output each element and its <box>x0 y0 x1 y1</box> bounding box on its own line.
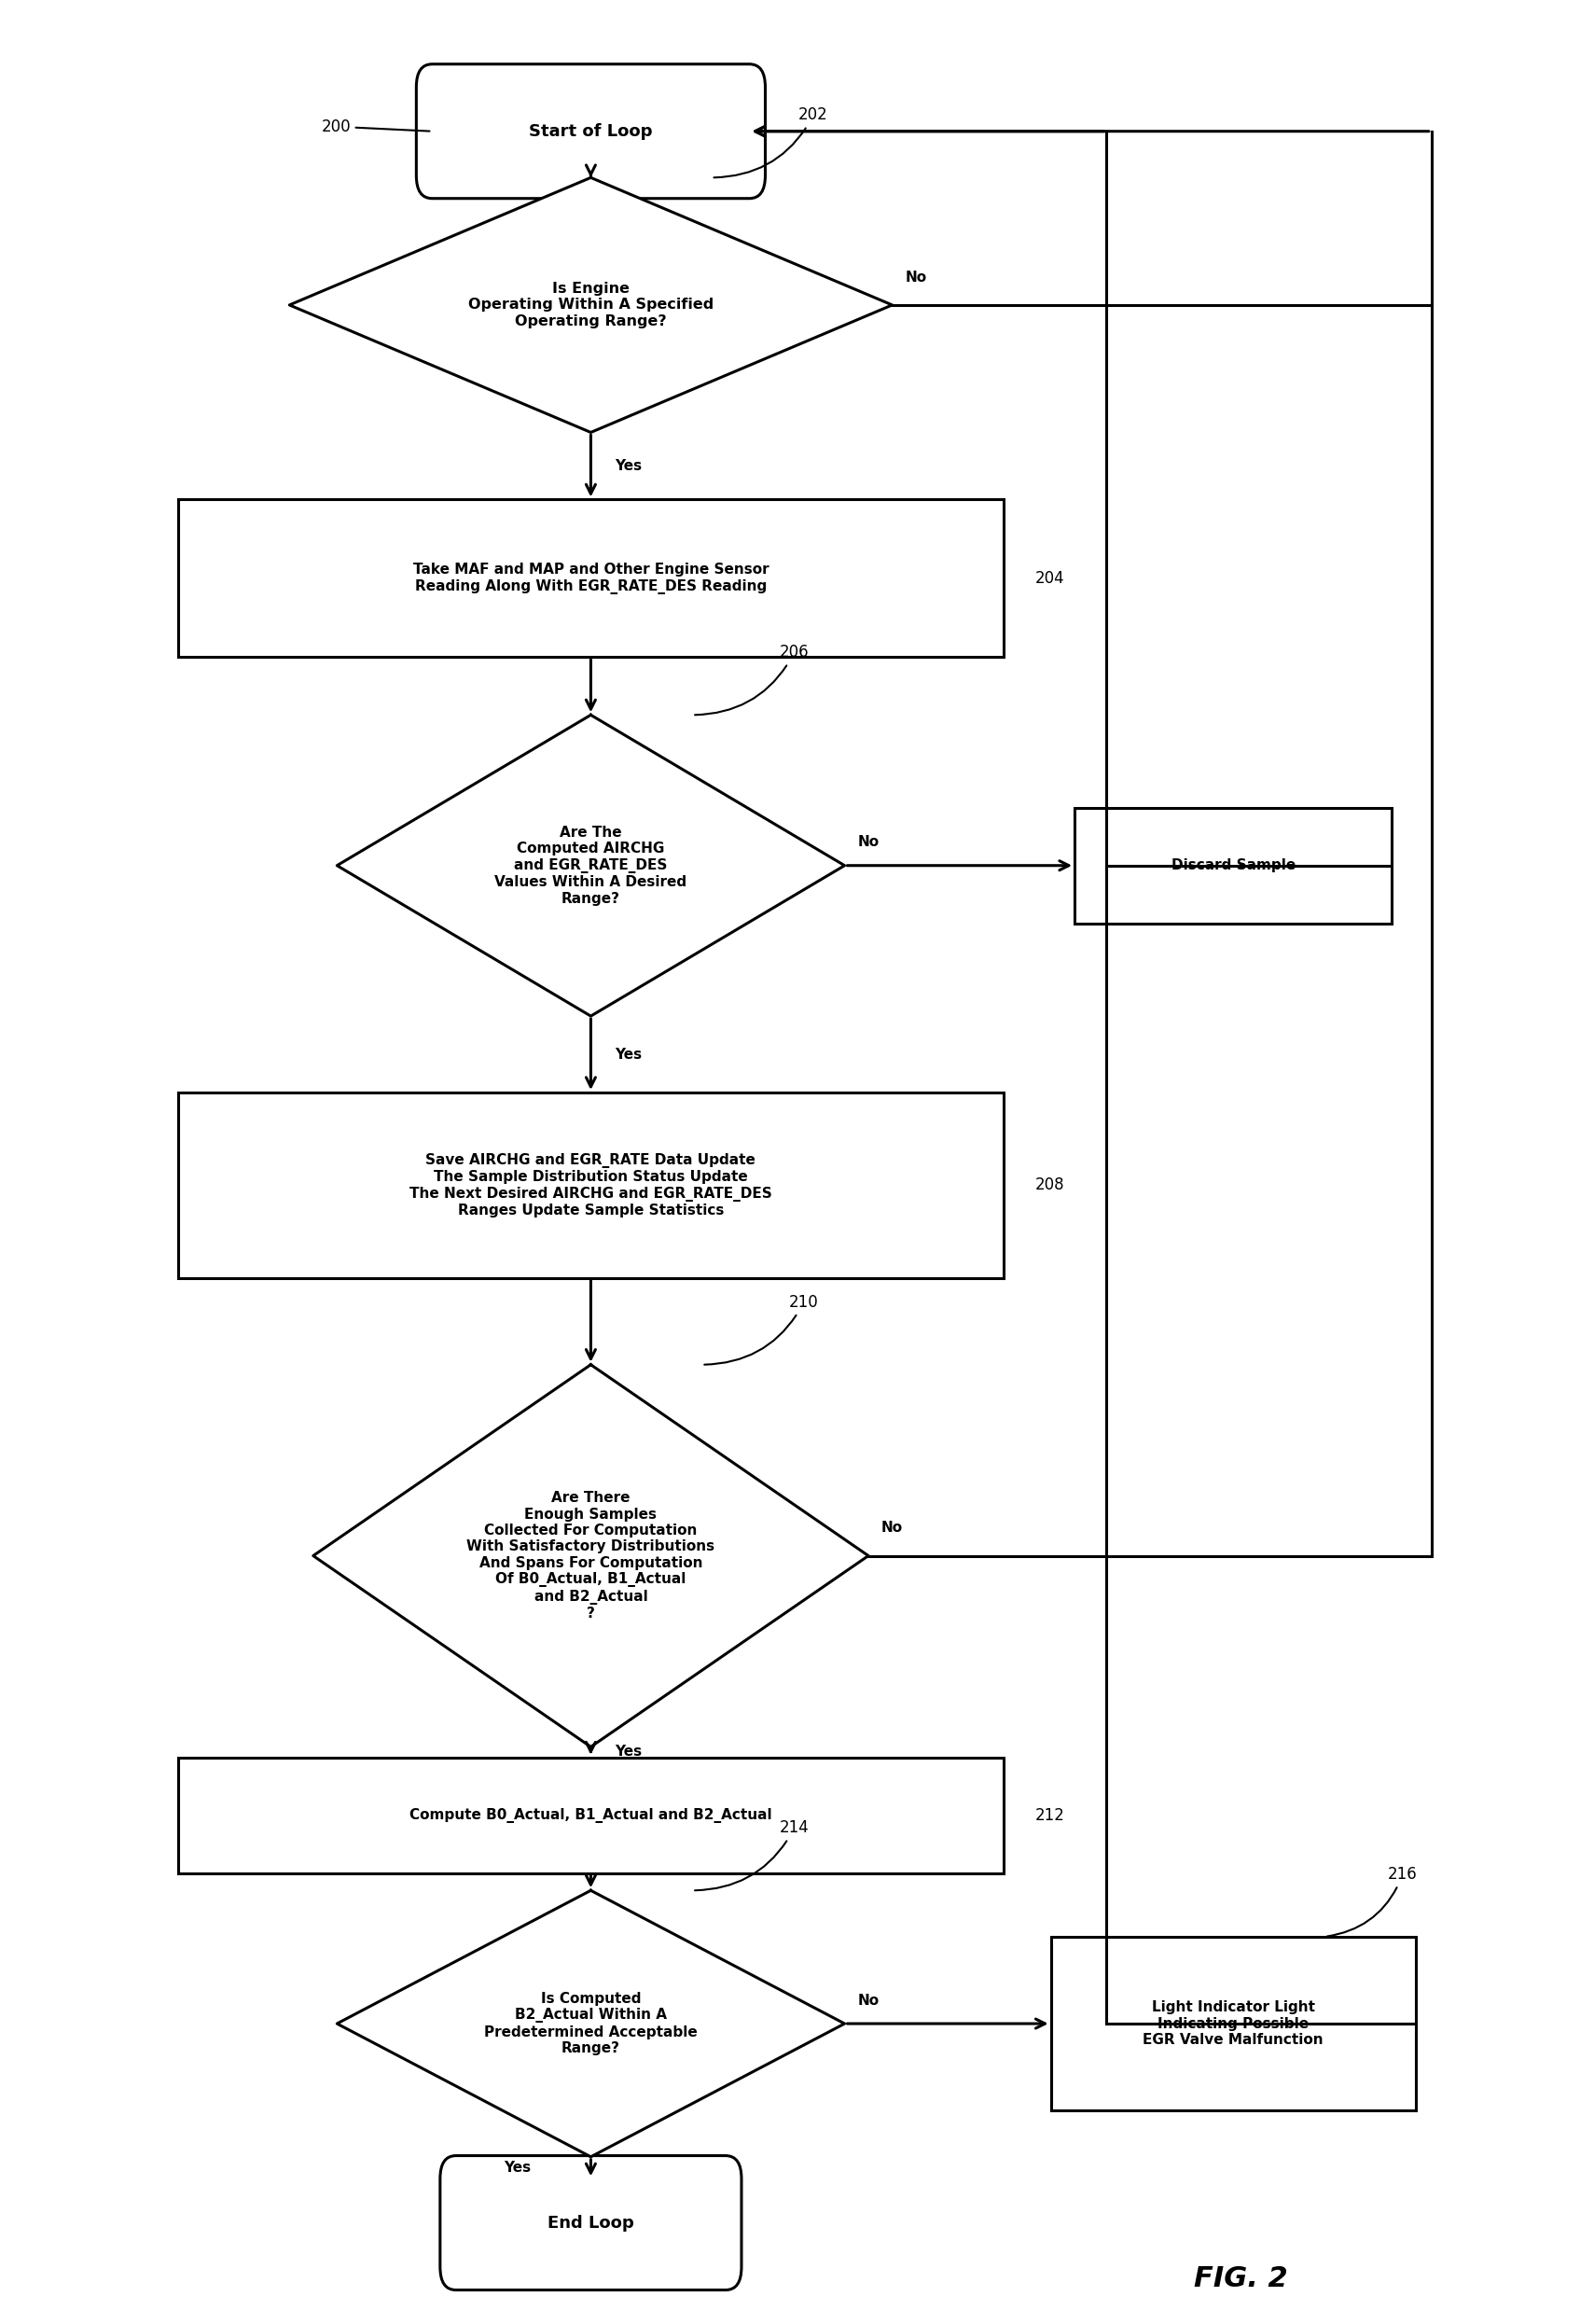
Text: Are There
Enough Samples
Collected For Computation
With Satisfactory Distributio: Are There Enough Samples Collected For C… <box>467 1492 714 1620</box>
Text: FIG. 2: FIG. 2 <box>1194 2266 1288 2291</box>
Text: 204: 204 <box>1035 569 1065 586</box>
Text: 212: 212 <box>1035 1806 1065 1824</box>
Text: 210: 210 <box>705 1294 819 1364</box>
Text: Start of Loop: Start of Loop <box>529 123 652 139</box>
Text: Yes: Yes <box>615 1048 642 1062</box>
FancyBboxPatch shape <box>440 2157 741 2289</box>
Polygon shape <box>336 1889 845 2157</box>
Text: No: No <box>858 834 878 848</box>
Polygon shape <box>336 716 845 1016</box>
Bar <box>179 1092 1003 1278</box>
Bar <box>179 1757 1003 1873</box>
Polygon shape <box>290 177 893 432</box>
Text: Is Engine
Operating Within A Specified
Operating Range?: Is Engine Operating Within A Specified O… <box>469 281 714 328</box>
Text: Is Computed
B2_Actual Within A
Predetermined Acceptable
Range?: Is Computed B2_Actual Within A Predeterm… <box>485 1992 698 2054</box>
Text: Yes: Yes <box>504 2161 531 2175</box>
Text: 208: 208 <box>1035 1176 1065 1195</box>
Text: No: No <box>905 270 926 284</box>
Text: Yes: Yes <box>615 458 642 474</box>
Bar <box>1074 809 1392 923</box>
Text: Compute B0_Actual, B1_Actual and B2_Actual: Compute B0_Actual, B1_Actual and B2_Actu… <box>410 1808 771 1822</box>
Text: Yes: Yes <box>615 1745 642 1759</box>
Text: 216: 216 <box>1326 1866 1417 1936</box>
Text: No: No <box>881 1520 902 1534</box>
Text: End Loop: End Loop <box>547 2215 634 2231</box>
Text: Save AIRCHG and EGR_RATE Data Update
The Sample Distribution Status Update
The N: Save AIRCHG and EGR_RATE Data Update The… <box>410 1153 771 1218</box>
Polygon shape <box>312 1364 869 1748</box>
Bar <box>179 500 1003 658</box>
Text: 200: 200 <box>320 119 429 135</box>
Text: 214: 214 <box>695 1820 810 1889</box>
Text: Discard Sample: Discard Sample <box>1172 858 1296 872</box>
Text: Light Indicator Light
Indicating Possible
EGR Valve Malfunction: Light Indicator Light Indicating Possibl… <box>1143 2001 1323 2047</box>
FancyBboxPatch shape <box>416 65 765 198</box>
Text: Are The
Computed AIRCHG
and EGR_RATE_DES
Values Within A Desired
Range?: Are The Computed AIRCHG and EGR_RATE_DES… <box>494 825 687 906</box>
Text: 202: 202 <box>714 107 829 177</box>
Text: No: No <box>858 1994 878 2008</box>
Bar <box>1050 1936 1415 2110</box>
Text: Take MAF and MAP and Other Engine Sensor
Reading Along With EGR_RATE_DES Reading: Take MAF and MAP and Other Engine Sensor… <box>413 562 768 595</box>
Text: 206: 206 <box>695 644 810 716</box>
